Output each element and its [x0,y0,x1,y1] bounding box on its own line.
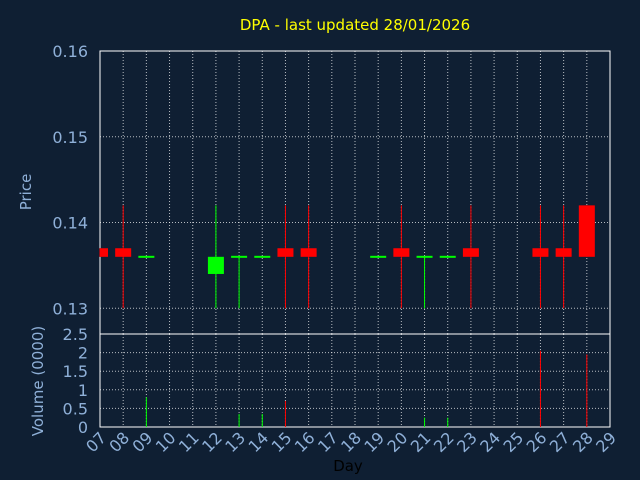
volume-tick-label: 1 [78,381,88,400]
candle-body [231,255,248,258]
price-grid [100,51,610,334]
candle-body [100,248,108,257]
candle-body [416,255,433,258]
price-tick-labels: 0.16 0.15 0.14 0.13 [52,42,88,318]
volume-tick-label: 1.5 [63,362,88,381]
candle-body [393,248,410,257]
price-tick-label: 0.16 [52,42,88,61]
price-tick-label: 0.15 [52,128,88,147]
candles [99,205,595,309]
candle-body [300,248,317,257]
candle-body [277,248,294,257]
volume-tick-label: 0 [78,418,88,437]
candle-body [138,255,155,258]
candle-body [578,205,595,257]
x-tick-labels: 0708091011121314151617181920212223242526… [82,428,620,456]
volume-tick-labels: 2.521.510.50 [63,325,88,437]
volume-axis-label: Volume (0000) [29,326,47,436]
volume-tick-label: 0.5 [63,399,88,418]
candle-body [555,248,572,257]
candle-body [439,255,456,258]
price-axis-label: Price [17,174,35,211]
volume-tick-label: 2.5 [63,325,88,344]
candle-body [115,248,132,257]
price-tick-label: 0.13 [52,299,88,318]
volume-grid [100,334,610,427]
volume-tick-label: 2 [78,344,88,363]
volume-panel-frame [99,333,611,428]
candle-body [370,255,387,258]
volume-bars [145,350,588,427]
price-tick-label: 0.14 [52,214,88,233]
candle-body [254,255,271,258]
candle-body [207,256,224,274]
candle-body [532,248,549,257]
candle-body [462,248,479,257]
x-axis-label: Day [333,457,363,475]
chart-title: DPA - last updated 28/01/2026 [240,16,470,34]
